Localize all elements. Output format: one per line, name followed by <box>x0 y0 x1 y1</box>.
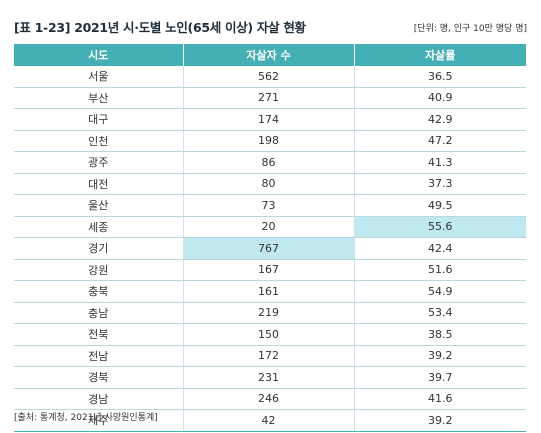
table-row: 제주 42 39.2 <box>14 409 526 432</box>
cell-rate: 38.5 <box>353 323 526 346</box>
cell-rate: 42.4 <box>353 237 526 260</box>
cell-count: 161 <box>182 280 354 303</box>
cell-region: 대구 <box>14 108 183 131</box>
table-row: 경남 246 41.6 <box>14 388 526 410</box>
cell-region: 충남 <box>14 302 183 324</box>
table-row: 서울 562 36.5 <box>14 66 526 88</box>
cell-region: 강원 <box>14 259 183 281</box>
column-header-count: 자살자 수 <box>182 44 354 66</box>
cell-count: 231 <box>182 366 354 389</box>
table-row: 부산 271 40.9 <box>14 87 526 109</box>
cell-rate: 36.5 <box>353 66 526 88</box>
cell-count: 80 <box>182 173 354 195</box>
cell-region: 부산 <box>14 87 183 109</box>
table-row: 충남 219 53.4 <box>14 302 526 324</box>
cell-count: 42 <box>182 409 354 432</box>
source-note: [출처: 통계청, 2021년 사망원인통계] <box>14 413 158 423</box>
cell-region: 광주 <box>14 151 183 174</box>
column-header-region: 시도 <box>14 44 183 66</box>
table-title: [표 1-23] 2021년 시·도별 노인(65세 이상) 자살 현황 <box>14 20 306 35</box>
cell-count: 150 <box>182 323 354 346</box>
cell-rate: 37.3 <box>353 173 526 195</box>
cell-region: 대전 <box>14 173 183 195</box>
table-row: 충북 161 54.9 <box>14 280 526 303</box>
cell-count: 73 <box>182 194 354 217</box>
cell-count: 174 <box>182 108 354 131</box>
cell-count: 271 <box>182 87 354 109</box>
cell-rate: 42.9 <box>353 108 526 131</box>
cell-rate: 54.9 <box>353 280 526 303</box>
cell-rate: 55.6 <box>353 216 526 238</box>
cell-region: 경북 <box>14 366 183 389</box>
table-header-row: 시도 자살자 수 자살률 <box>14 44 526 66</box>
table-row: 전남 172 39.2 <box>14 345 526 367</box>
cell-region: 세종 <box>14 216 183 238</box>
cell-count: 562 <box>182 66 354 88</box>
cell-region: 충북 <box>14 280 183 303</box>
cell-region: 경기 <box>14 237 183 260</box>
table-row: 울산 73 49.5 <box>14 194 526 217</box>
cell-rate: 41.6 <box>353 388 526 410</box>
cell-count: 20 <box>182 216 354 238</box>
cell-rate: 49.5 <box>353 194 526 217</box>
header-row: [표 1-23] 2021년 시·도별 노인(65세 이상) 자살 현황 [단위… <box>14 14 527 36</box>
cell-region: 인천 <box>14 130 183 152</box>
table-row: 세종 20 55.6 <box>14 216 526 238</box>
table-row: 인천 198 47.2 <box>14 130 526 152</box>
cell-rate: 41.3 <box>353 151 526 174</box>
cell-region: 전북 <box>14 323 183 346</box>
cell-count: 219 <box>182 302 354 324</box>
table-row: 대구 174 42.9 <box>14 108 526 131</box>
cell-region: 경남 <box>14 388 183 410</box>
cell-count: 86 <box>182 151 354 174</box>
table-body: 서울 562 36.5 부산 271 40.9 대구 174 42.9 인천 198 47.2 광주 86… <box>14 66 526 432</box>
table-row: 광주 86 41.3 <box>14 151 526 174</box>
cell-rate: 39.7 <box>353 366 526 389</box>
cell-count: 767 <box>182 237 354 260</box>
cell-rate: 39.2 <box>353 409 526 432</box>
table-row: 경북 231 39.7 <box>14 366 526 389</box>
table-row: 강원 167 51.6 <box>14 259 526 281</box>
table-row: 전북 150 38.5 <box>14 323 526 346</box>
cell-rate: 39.2 <box>353 345 526 367</box>
cell-count: 167 <box>182 259 354 281</box>
data-table: 시도 자살자 수 자살률 서울 562 36.5 부산 271 40.9 대구 174 42.9… <box>14 44 526 432</box>
cell-rate: 53.4 <box>353 302 526 324</box>
table-row: 대전 80 37.3 <box>14 173 526 195</box>
cell-count: 172 <box>182 345 354 367</box>
cell-rate: 47.2 <box>353 130 526 152</box>
cell-region: 서울 <box>14 66 183 88</box>
table-row: 경기 767 42.4 <box>14 237 526 260</box>
cell-rate: 40.9 <box>353 87 526 109</box>
unit-note: [단위: 명, 인구 10만 명당 명] <box>413 24 527 34</box>
cell-region: 전남 <box>14 345 183 367</box>
cell-region: 제주 <box>14 409 183 432</box>
column-header-rate: 자살률 <box>353 44 526 66</box>
cell-rate: 51.6 <box>353 259 526 281</box>
cell-count: 246 <box>182 388 354 410</box>
cell-region: 울산 <box>14 194 183 217</box>
cell-count: 198 <box>182 130 354 152</box>
